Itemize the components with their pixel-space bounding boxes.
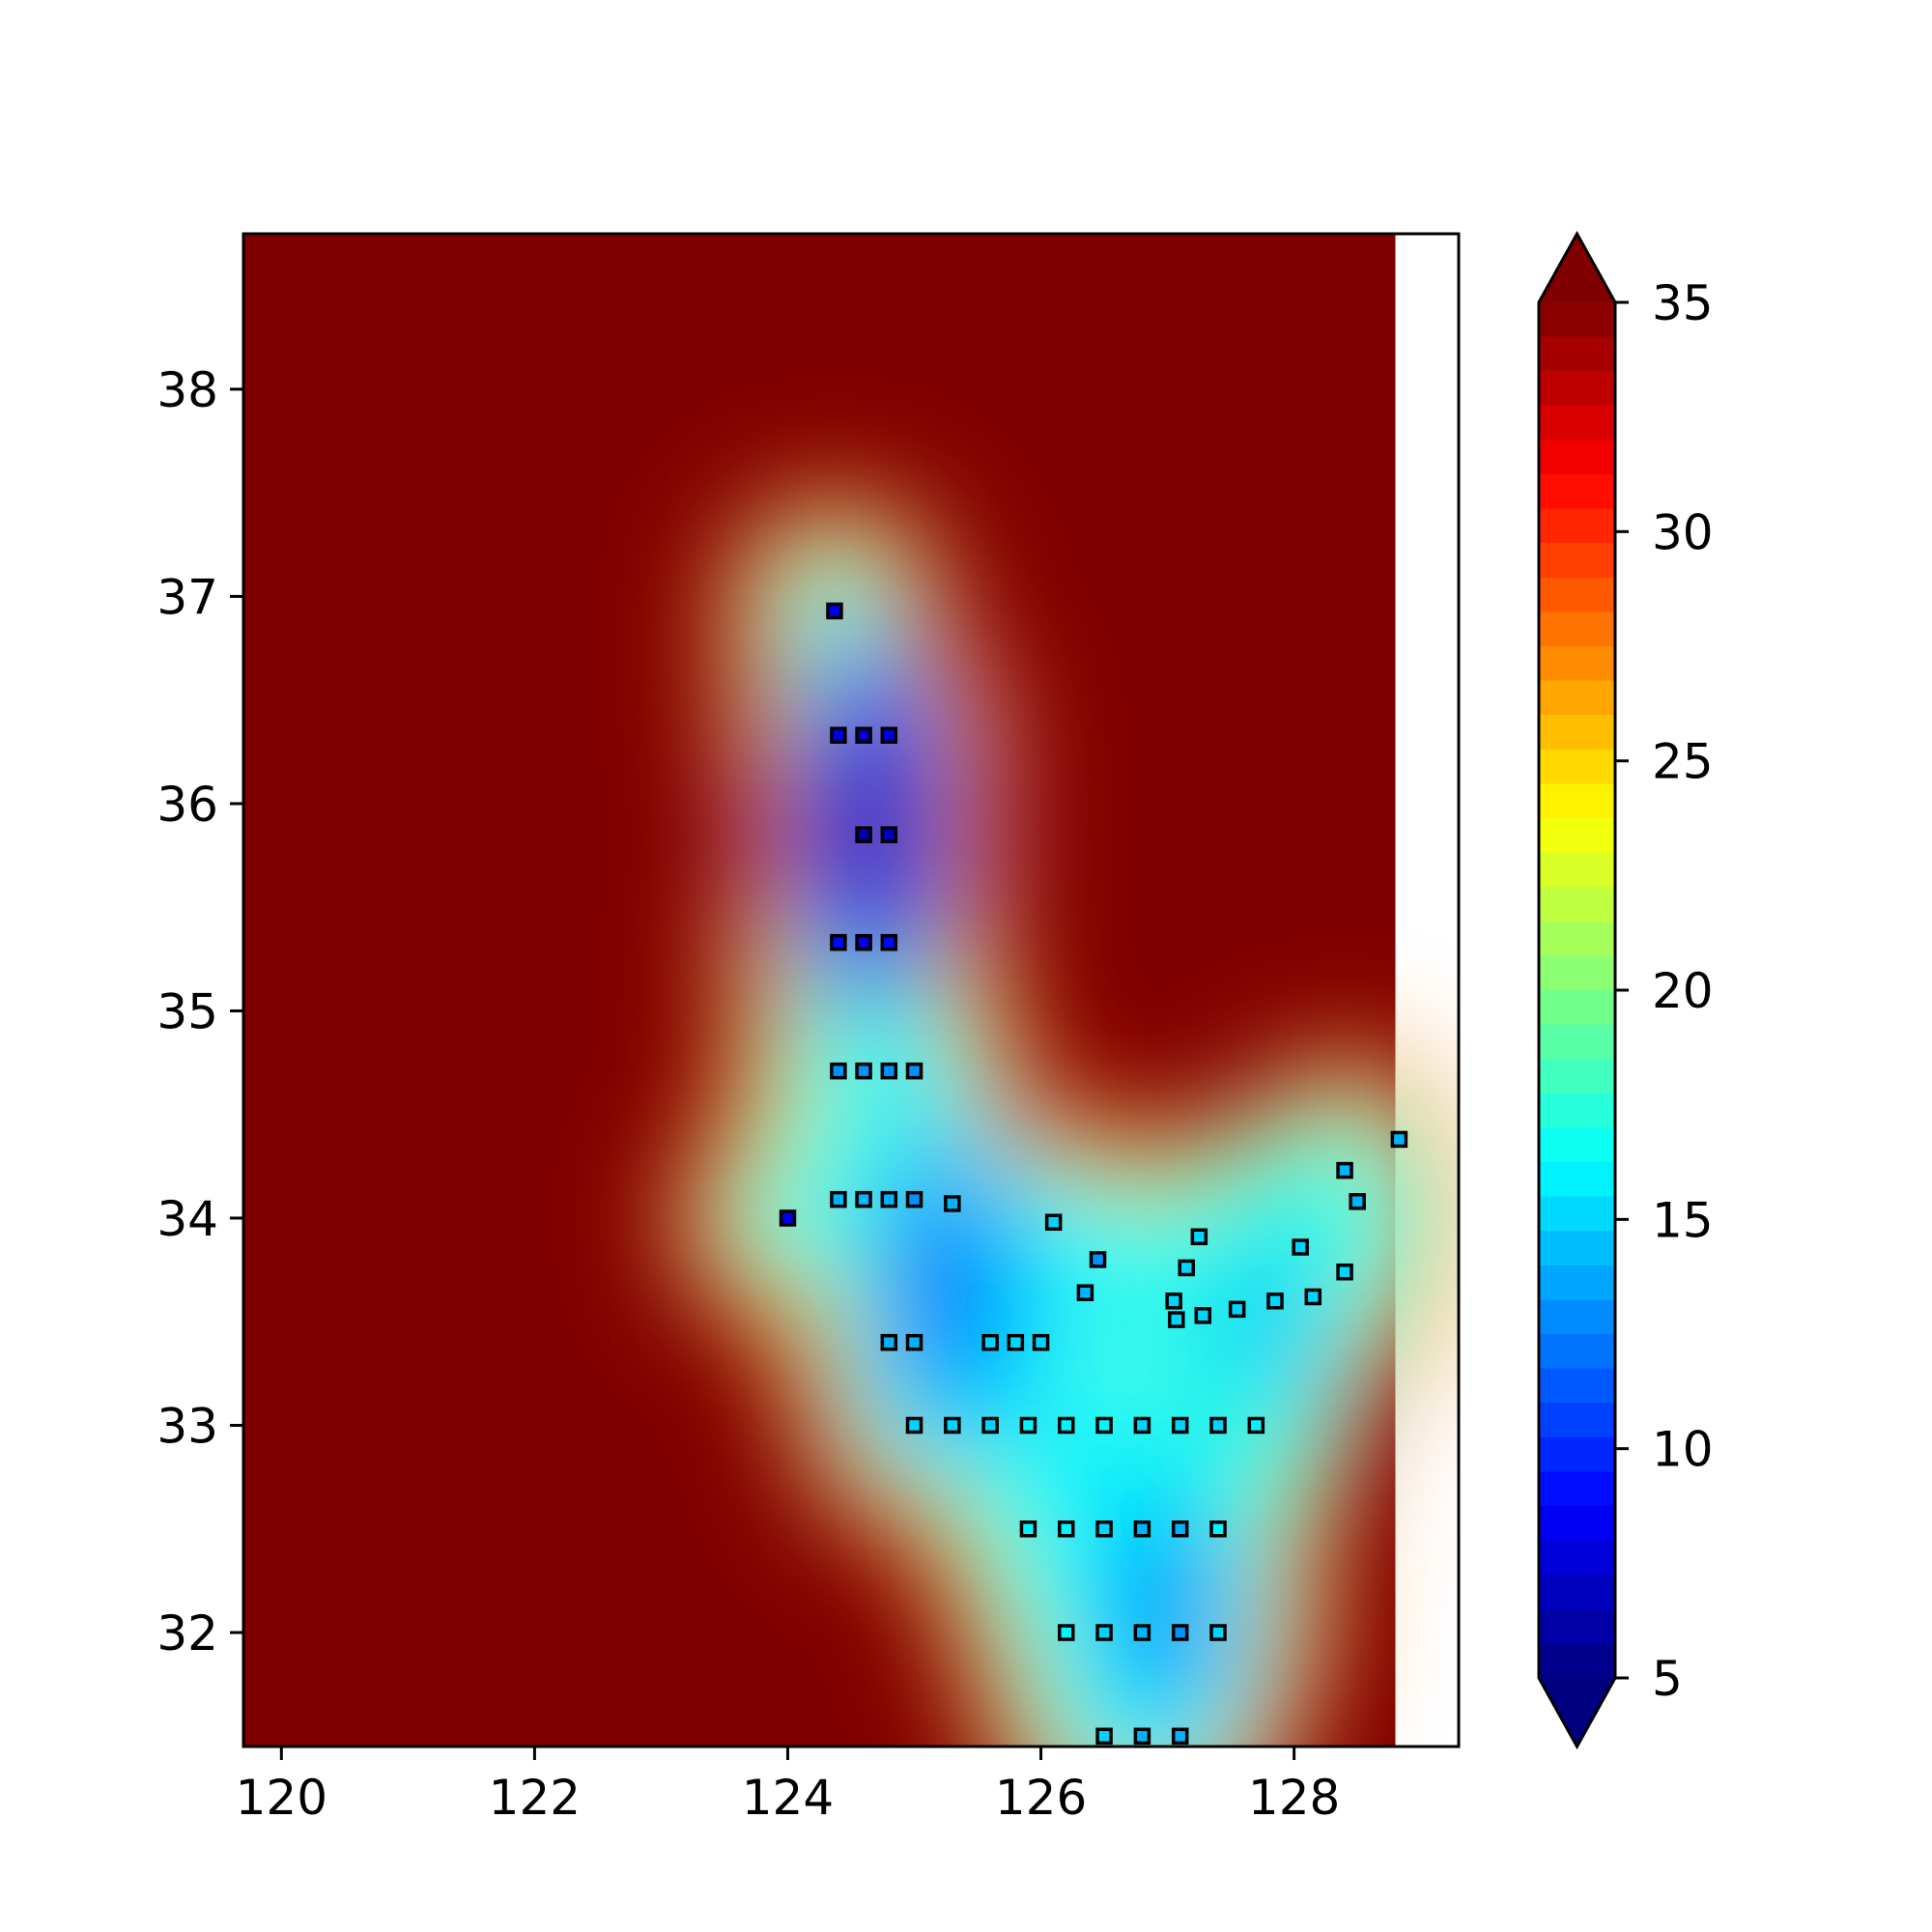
station-marker	[1190, 1228, 1208, 1246]
station-marker	[1007, 1333, 1025, 1351]
station-markers	[779, 602, 1408, 1746]
station-marker	[830, 726, 847, 744]
station-marker	[1133, 1727, 1151, 1746]
y-tick-label: 34	[156, 1191, 218, 1247]
station-marker	[855, 933, 872, 952]
station-marker	[880, 726, 898, 744]
y-tick-label: 36	[156, 777, 218, 833]
colorbar-tick-label: 20	[1652, 963, 1714, 1019]
station-marker	[1089, 1251, 1107, 1268]
colorbar-tick-label: 25	[1652, 734, 1714, 790]
station-marker	[1095, 1416, 1113, 1435]
station-marker	[981, 1333, 999, 1351]
station-marker	[1058, 1520, 1075, 1538]
station-marker	[1390, 1130, 1408, 1149]
station-marker	[1019, 1520, 1037, 1538]
station-marker	[981, 1416, 999, 1435]
x-axis: 120 122 124 126 128	[236, 1747, 1340, 1826]
x-tick-label: 120	[236, 1770, 327, 1826]
station-marker	[826, 602, 843, 620]
station-marker	[905, 1416, 923, 1435]
field-minimum-core	[1127, 1533, 1208, 1690]
station-marker	[1209, 1624, 1227, 1641]
station-marker	[855, 826, 872, 843]
station-marker	[1095, 1520, 1113, 1538]
station-marker	[1304, 1288, 1322, 1306]
station-marker	[830, 1190, 847, 1208]
colorbar-tick-label: 10	[1652, 1422, 1714, 1478]
station-marker	[880, 1333, 898, 1351]
plot-frame	[242, 232, 1461, 1748]
station-marker	[1266, 1293, 1284, 1310]
station-marker	[1032, 1333, 1050, 1351]
station-marker	[1133, 1624, 1151, 1641]
station-marker	[1171, 1416, 1189, 1435]
station-marker	[905, 1333, 923, 1351]
station-marker	[830, 1062, 847, 1080]
station-marker	[944, 1416, 961, 1435]
colorbar-extend-max	[1539, 234, 1615, 302]
station-marker	[880, 933, 898, 952]
x-tick-label: 122	[489, 1770, 581, 1826]
station-marker	[1165, 1293, 1182, 1310]
plot-area: 120 122 124 126 128 32 33 34 35 36 37 38	[156, 232, 1461, 1826]
station-marker	[779, 1209, 797, 1227]
field-minimum-core	[906, 1212, 986, 1370]
station-marker	[1194, 1307, 1212, 1324]
station-marker	[1171, 1727, 1189, 1746]
station-marker	[1209, 1416, 1227, 1435]
contour-field	[243, 234, 1459, 1747]
station-marker	[855, 726, 872, 744]
station-marker	[855, 1062, 872, 1080]
station-marker	[880, 1190, 898, 1208]
station-marker	[1095, 1727, 1113, 1746]
station-marker	[1058, 1416, 1075, 1435]
station-marker	[1019, 1416, 1037, 1435]
station-marker	[905, 1062, 923, 1080]
station-marker	[830, 933, 847, 952]
colorbar-extend-min	[1539, 1678, 1615, 1747]
y-tick-label: 37	[156, 569, 218, 625]
station-marker	[1076, 1284, 1094, 1301]
station-marker	[1171, 1624, 1189, 1641]
colorbar-ticks: 5 10 15 20 25 30 35	[1615, 275, 1714, 1707]
colorbar-tick-label: 35	[1652, 275, 1714, 331]
y-tick-label: 35	[156, 983, 218, 1039]
station-marker	[1095, 1624, 1113, 1641]
station-marker	[1044, 1213, 1063, 1232]
y-tick-label: 32	[156, 1605, 218, 1662]
station-marker	[944, 1195, 961, 1212]
station-marker	[1209, 1520, 1227, 1538]
y-tick-label: 33	[156, 1398, 218, 1454]
station-marker	[1292, 1238, 1309, 1256]
y-tick-label: 38	[156, 362, 218, 418]
station-marker	[1247, 1416, 1265, 1435]
colorbar-body	[1539, 302, 1615, 1678]
station-marker	[1168, 1311, 1185, 1328]
station-marker	[1336, 1161, 1353, 1179]
colorbar-tick-label: 5	[1652, 1651, 1683, 1707]
station-marker	[1171, 1520, 1189, 1538]
station-marker	[1336, 1263, 1353, 1281]
station-marker	[905, 1190, 923, 1208]
colorbar-tick-label: 30	[1652, 504, 1714, 560]
station-marker	[1349, 1193, 1366, 1210]
station-marker	[855, 1190, 872, 1208]
x-tick-label: 128	[1248, 1770, 1340, 1826]
colorbar-tick-label: 15	[1652, 1192, 1714, 1248]
station-marker	[1178, 1259, 1196, 1277]
station-marker	[880, 1062, 898, 1080]
x-tick-label: 126	[995, 1770, 1087, 1826]
field-minimum-core	[1229, 1243, 1309, 1401]
colorbar: 5 10 15 20 25 30 35	[1537, 230, 1714, 1750]
x-tick-label: 124	[742, 1770, 834, 1826]
station-marker	[1133, 1520, 1151, 1538]
station-marker	[1133, 1416, 1151, 1435]
field-minimum-core	[830, 746, 910, 903]
station-marker	[1058, 1624, 1075, 1641]
y-axis: 32 33 34 35 36 37 38	[156, 362, 243, 1662]
station-marker	[880, 826, 898, 843]
station-marker	[1228, 1300, 1246, 1319]
